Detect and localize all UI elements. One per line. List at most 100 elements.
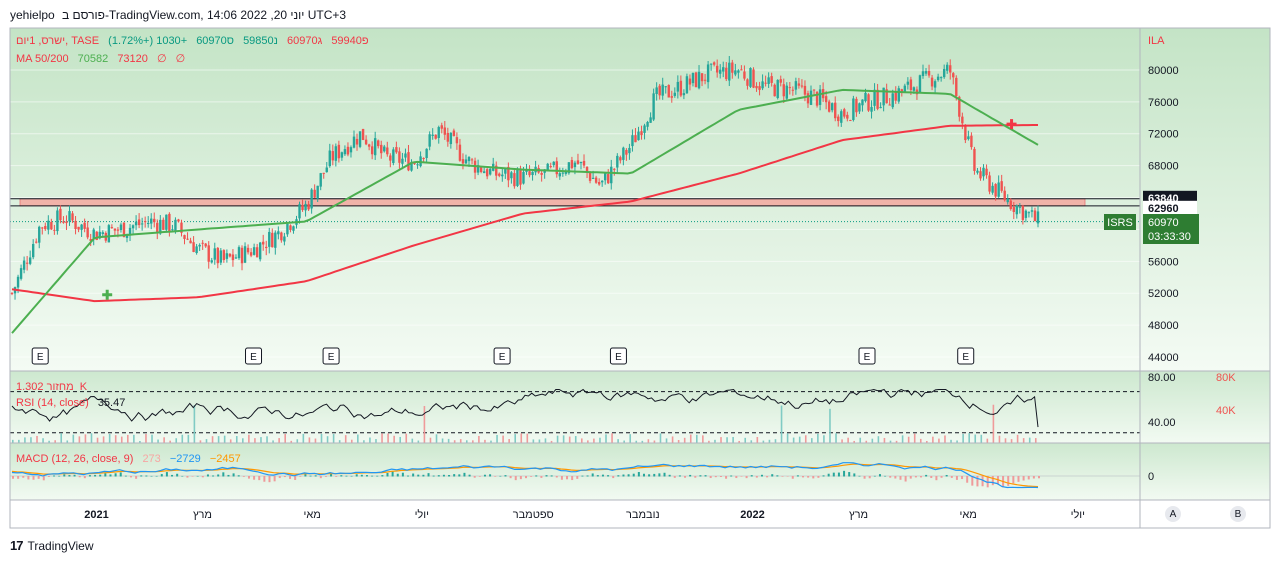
macd-hist-bar [330, 473, 333, 477]
candle-body [761, 81, 764, 89]
candle-body [809, 90, 813, 105]
candle-body [416, 164, 419, 166]
macd-hist-bar [294, 476, 297, 480]
candle-body [249, 252, 253, 256]
volume-bar [792, 437, 795, 443]
candle-body [588, 172, 592, 181]
macd-hist-bar [191, 476, 194, 477]
candle-body [443, 127, 446, 135]
candle-body [192, 242, 195, 252]
macd-hist-bar [473, 476, 476, 478]
candle-body [855, 98, 858, 113]
volume-bar [290, 440, 293, 443]
candle-body [697, 71, 701, 89]
candle-body [900, 89, 904, 92]
candle-body [600, 180, 604, 183]
volume-bar [96, 437, 99, 443]
volume-bar [538, 439, 541, 443]
volume-bar [314, 438, 317, 443]
volume-bar [508, 439, 510, 443]
macd-hist-bar [258, 476, 261, 481]
macd-hist-bar [566, 476, 569, 480]
candle-body [159, 219, 162, 234]
candle-body [516, 169, 519, 186]
macd-hist-bar [802, 476, 805, 478]
macd-hist-bar [222, 472, 225, 477]
volume-bar [599, 437, 601, 443]
volume-bar [956, 440, 958, 443]
candle-body [576, 160, 580, 164]
volume-bar [853, 440, 855, 443]
candle-body [939, 77, 943, 79]
volume-bar [12, 439, 14, 443]
time-tick-label: 2022 [740, 509, 764, 521]
candle-body [846, 114, 849, 119]
volume-legend: מחזור 1.302K [16, 381, 93, 393]
candle-body [803, 85, 807, 95]
macd-hist-bar [68, 475, 71, 477]
auto-scale-button[interactable]: A [1165, 506, 1181, 522]
candle-body [597, 182, 601, 185]
ma-legend: MA 50/200 70582 73120 ∅ ∅ [16, 52, 191, 65]
level-label-62960: 62960 [1148, 203, 1179, 215]
macd-hist-bar [745, 476, 748, 479]
macd-hist-bar [725, 476, 728, 479]
candle-body [628, 147, 631, 154]
footer-brand: TradingView [27, 538, 94, 553]
macd-hist-bar [935, 476, 938, 481]
resistance-zone-rect [19, 198, 1086, 207]
macd-hist-bar [786, 476, 789, 477]
candle-body [564, 171, 568, 174]
candle-body [168, 213, 171, 232]
candle-body [162, 219, 165, 230]
volume-bar [829, 408, 831, 443]
earnings-marker-label: E [962, 352, 969, 363]
macd-hist-bar [237, 475, 240, 477]
candle-body [437, 127, 440, 138]
candle-body [688, 78, 692, 85]
macd-hist-bar [750, 475, 753, 477]
candle-body [128, 227, 132, 235]
candle-body [952, 73, 955, 78]
macd-hist-bar [519, 476, 522, 480]
candle-body [706, 64, 710, 83]
volume-bar [181, 434, 184, 443]
macd-hist-bar [889, 476, 892, 478]
candle-body [646, 122, 649, 127]
candle-body [50, 221, 53, 230]
b-button[interactable]: B [1230, 506, 1246, 522]
macd-hist-bar [981, 476, 984, 487]
candle-body [464, 159, 468, 164]
low-value: נ59850 [243, 35, 278, 47]
macd-hist-bar [1007, 476, 1010, 486]
macd-hist-bar [478, 476, 481, 477]
macd-hist-bar [58, 475, 61, 477]
candle-body [316, 185, 319, 199]
volume-bar [1004, 438, 1007, 443]
volume-bar [804, 435, 807, 443]
earnings-marker-icon [245, 347, 263, 365]
volume-bar [151, 434, 153, 443]
macd-hist-bar [350, 475, 353, 477]
volume-bar [248, 434, 250, 443]
published-text: פורסם ב-TradingView.com, 14:06 2022 ,20 … [62, 8, 347, 22]
candle-body [171, 229, 174, 231]
candle-body [252, 247, 256, 255]
candle-body [440, 125, 443, 129]
macd-hist-bar [165, 472, 168, 477]
ma-extra2: ∅ [175, 53, 186, 65]
candle-body [843, 109, 846, 117]
macd-hist-bar [632, 473, 635, 477]
volume-bar [1022, 438, 1025, 443]
macd-hist-bar [47, 476, 50, 477]
macd-value: −2729 [169, 453, 201, 465]
volume-bar [260, 437, 262, 443]
candle-body [906, 81, 910, 85]
macd-hist-bar [437, 475, 440, 477]
candle-body [174, 219, 177, 231]
candle-body [764, 82, 767, 84]
volume-bar [459, 439, 462, 443]
candle-body [277, 231, 280, 235]
macd-hist-bar [314, 475, 317, 477]
